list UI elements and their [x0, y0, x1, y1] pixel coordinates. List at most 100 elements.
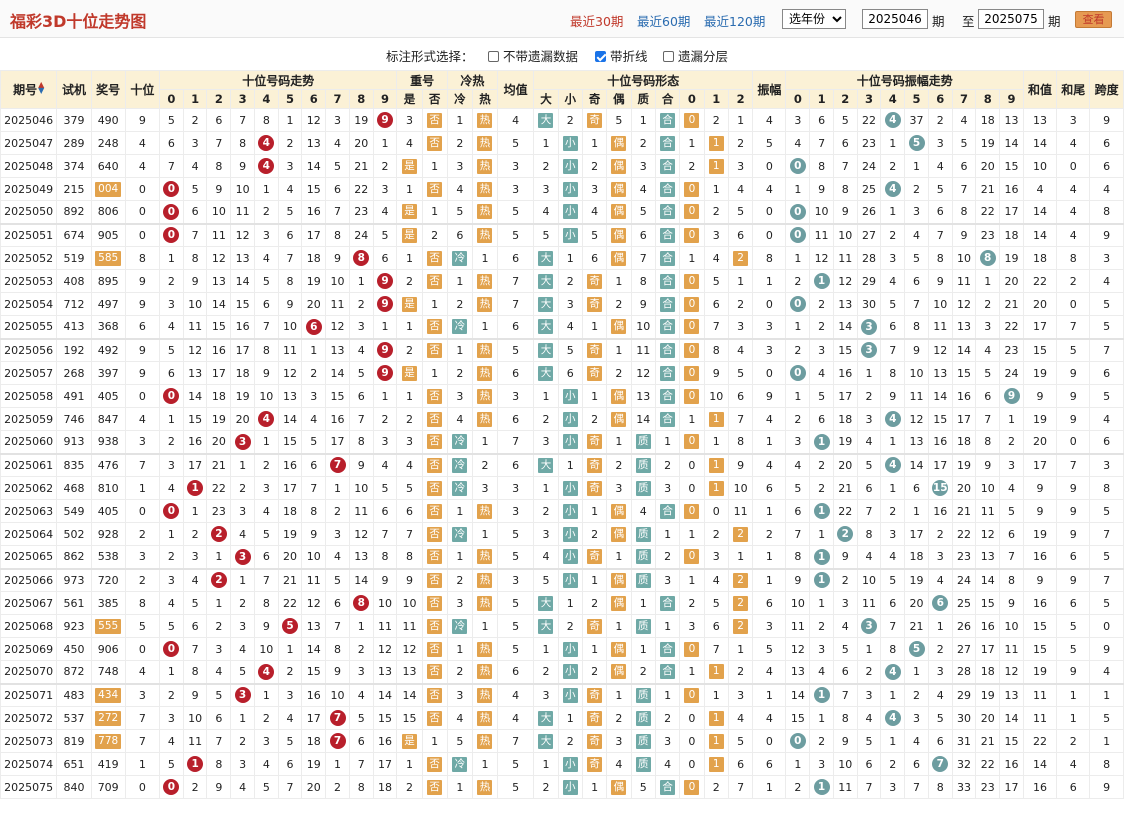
amp-ball: 1: [813, 687, 830, 704]
tens-cell: 3: [124, 682, 161, 707]
omission-cell: 1: [348, 614, 374, 638]
omission-cell: 1: [727, 108, 754, 132]
tail-cell: 9: [1056, 361, 1091, 385]
checkbox-icon[interactable]: [663, 51, 674, 62]
omission-cell: 5: [809, 384, 834, 408]
shape-tag: 偶: [611, 664, 627, 680]
shape-tag-cell: 质: [630, 452, 656, 477]
omission-cell: 5: [533, 567, 559, 592]
omission-cell: 9: [325, 246, 350, 270]
trend-table: 期号 ▲ ▼ 试机 奖号 十位 十位号码走势 重号 冷热 均值 十位号码形态 振幅 …: [0, 70, 1124, 799]
option-layered[interactable]: 遗漏分层: [663, 46, 728, 65]
omission-cell: 7: [856, 499, 882, 523]
omission-cell: 2: [206, 614, 232, 638]
shape-tag-cell: 大: [533, 706, 559, 730]
omission-cell: 1: [606, 269, 632, 293]
omission-cell: 8: [182, 246, 208, 270]
omission-cell: 21: [999, 292, 1024, 316]
shape-tag-cell: 小: [557, 775, 583, 799]
shape-tag: 小: [562, 756, 578, 772]
tens-cell: 4: [124, 407, 161, 431]
sort-icon[interactable]: ▲ ▼: [38, 80, 45, 95]
omission-cell: 16: [325, 407, 350, 431]
omission-cell: 14: [301, 637, 327, 661]
omission-cell: 14: [348, 567, 374, 592]
period-cell: 2025063: [0, 499, 58, 523]
omission-cell: 6: [809, 108, 834, 132]
from-period-input[interactable]: [862, 9, 928, 29]
shape-tag: 奇: [587, 273, 603, 289]
view-button[interactable]: 查看: [1075, 11, 1112, 28]
shape-tag-cell: 大: [533, 315, 559, 339]
omission-cell: 15: [372, 706, 398, 730]
tens-cell: 9: [124, 361, 161, 385]
omission-cell: 2: [785, 269, 811, 293]
omission-cell: 14: [325, 361, 350, 385]
omission-cell: 4: [159, 591, 184, 615]
omission-cell: 5: [856, 729, 882, 753]
hot-tag: 热: [477, 733, 493, 749]
option-line[interactable]: 带折线: [595, 46, 648, 65]
omission-cell: 9: [809, 177, 834, 201]
table-row: 2025057 268 397 9 6 13 17 18 9 12 2 14 5 9 是 1 2 热 6 大 6 奇 2 12…: [0, 361, 1124, 385]
omission-cell: 23: [951, 545, 977, 569]
col-period[interactable]: 期号 ▲ ▼: [0, 70, 58, 109]
omission-cell: 2: [421, 222, 448, 247]
shape-tag: 偶: [611, 572, 627, 588]
link-recent-120[interactable]: 最近120期: [704, 14, 766, 29]
omission-cell: 3: [654, 729, 681, 753]
shape-tag: 合: [660, 319, 676, 335]
omission-cell: 10: [206, 200, 232, 224]
checkbox-icon[interactable]: [488, 51, 499, 62]
hit-ball: 5: [282, 618, 299, 634]
omission-cell: 1: [396, 315, 423, 339]
omission-cell: 1: [421, 154, 448, 178]
avg-cell: 3: [497, 154, 535, 178]
omission-cell: 1: [727, 269, 754, 293]
omission-cell: 5: [703, 591, 729, 615]
period-cell: 2025072: [0, 706, 58, 730]
road-tag-cell: 1: [703, 407, 729, 431]
prize-cell: 476: [90, 452, 126, 477]
hit-ball: 7: [329, 733, 346, 749]
road-tag: 1: [708, 710, 724, 726]
omission-cell: 13: [999, 682, 1024, 707]
tens-cell: 7: [124, 729, 161, 753]
col-digit-6: 6: [301, 89, 327, 109]
to-period-input[interactable]: [978, 9, 1044, 29]
omission-cell: 10: [951, 246, 977, 270]
omission-cell: 16: [927, 499, 953, 523]
omission-cell: 8: [832, 706, 858, 730]
omission-cell: 4: [230, 522, 255, 546]
shape-tag: 质: [635, 687, 651, 703]
col-tens: 十位: [124, 70, 161, 109]
link-recent-60[interactable]: 最近60期: [637, 14, 691, 29]
road-tag-cell: 0: [679, 200, 705, 224]
link-recent-30[interactable]: 最近30期: [570, 14, 624, 29]
trial-cell: 840: [56, 775, 92, 799]
repeat-yes-tag-cell: 是: [396, 154, 423, 178]
trial-cell: 549: [56, 499, 92, 523]
omission-cell: 4: [253, 246, 279, 270]
omission-cell: 6: [785, 499, 811, 523]
option-no-omission[interactable]: 不带遗漏数据: [488, 46, 578, 65]
omission-cell: 14: [975, 567, 1001, 592]
hit-ball: 0: [163, 641, 180, 657]
shape-tag: 质: [635, 618, 651, 634]
shape-tag: 小: [562, 434, 578, 450]
omission-cell: 7: [975, 407, 1001, 431]
checkbox-checked-icon[interactable]: [595, 51, 606, 62]
omission-cell: 15: [325, 384, 350, 408]
span-cell: 8: [1089, 476, 1124, 500]
omission-cell: 1: [581, 315, 608, 339]
omission-cell: 17: [325, 430, 350, 454]
omission-cell: 4: [206, 660, 232, 684]
omission-cell: 1: [253, 177, 279, 201]
year-select[interactable]: 选年份: [782, 9, 846, 29]
hit-ball: 4: [258, 158, 275, 174]
tens-cell: 0: [124, 200, 161, 224]
shape-tag-cell: 奇: [581, 269, 608, 293]
omission-cell: 10: [301, 545, 327, 569]
omission-cell: 12: [277, 361, 303, 385]
omission-cell: 7: [951, 177, 977, 201]
